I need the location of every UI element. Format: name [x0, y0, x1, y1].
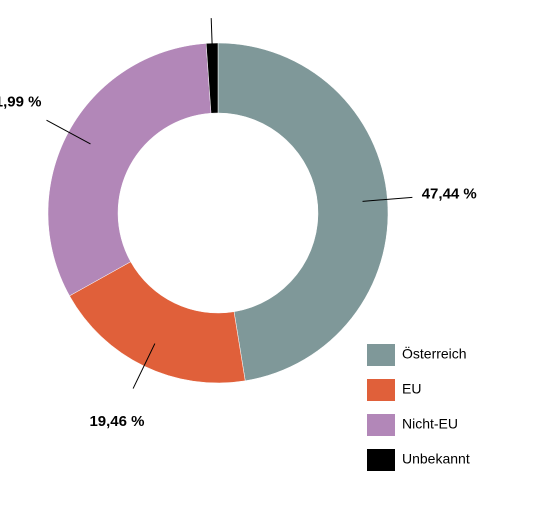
leader-line	[210, 18, 214, 69]
leader-line	[362, 196, 413, 202]
donut-slice	[205, 42, 219, 114]
legend-swatch	[367, 379, 395, 401]
legend-label: Nicht-EU	[402, 416, 458, 432]
donut-slice	[217, 42, 389, 382]
value-label: 31,99 %	[0, 94, 41, 111]
legend-label: Unbekannt	[402, 451, 470, 467]
legend-label: EU	[402, 381, 421, 397]
legend-swatch	[367, 449, 395, 471]
legend-label: Österreich	[402, 345, 467, 362]
value-label: 47,44 %	[422, 185, 477, 202]
legend-swatch	[367, 414, 395, 436]
value-label: 19,46 %	[89, 413, 144, 430]
donut-slice	[47, 43, 212, 297]
legend-swatch	[367, 344, 395, 366]
leader-line	[132, 343, 156, 389]
leader-line	[46, 119, 91, 145]
donut-slice	[69, 261, 246, 384]
